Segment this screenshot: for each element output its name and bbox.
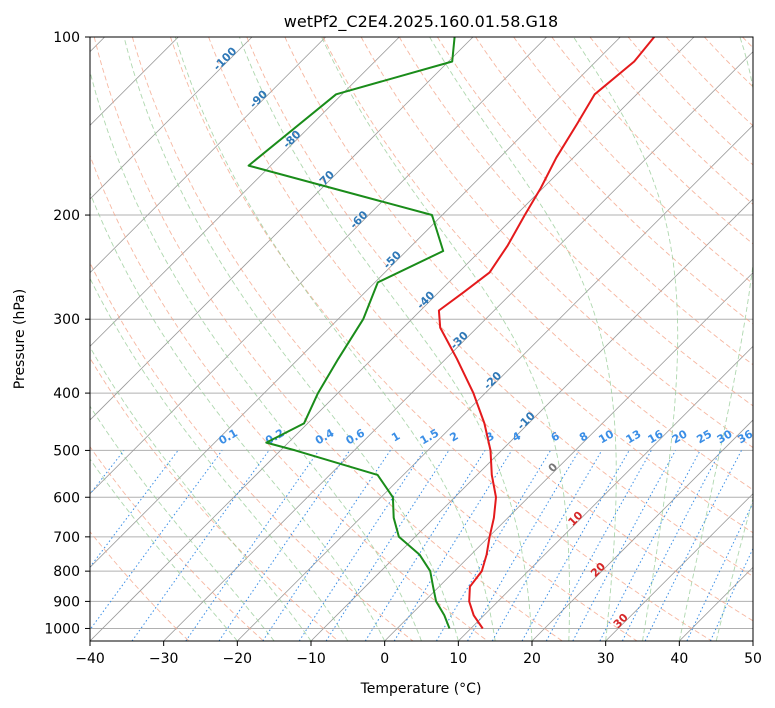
y-tick-label: 300	[53, 312, 80, 328]
moist-adiabat-line	[429, 37, 617, 641]
isotherm-line	[237, 124, 753, 641]
y-tick-label: 100	[53, 30, 80, 46]
isotherm-line	[90, 37, 474, 421]
background-lines	[90, 37, 753, 641]
y-tick-label: 1000	[44, 621, 80, 637]
x-tick-label: −20	[223, 651, 253, 667]
dry-adiabat-line	[93, 37, 563, 641]
y-tick-label: 200	[53, 208, 80, 224]
x-tick-label: 50	[744, 651, 762, 667]
mixing-ratio-line	[90, 450, 223, 631]
isotherm-line	[458, 345, 753, 641]
x-tick-label: 30	[597, 651, 615, 667]
y-tick-label: 500	[53, 443, 80, 459]
mixing-ratio-line	[621, 450, 722, 641]
dry-adiabat-line	[322, 37, 753, 491]
moist-adiabat-line	[90, 458, 238, 641]
mixing-ratio-line	[90, 450, 179, 568]
moist-adiabat-line	[174, 37, 496, 641]
dry-adiabat-line	[513, 37, 753, 285]
y-tick-label: 700	[53, 530, 80, 546]
mixing-ratio-line	[262, 450, 391, 641]
moist-adiabat-line	[678, 37, 753, 641]
dry-adiabat-line	[90, 261, 414, 641]
x-axis: −40 −30 −20 −10 0 10 20 30 40 50	[75, 641, 762, 667]
moist-adiabat-line	[90, 69, 422, 641]
y-axis: 100 200 300 400 500 600 700 800 900 1000	[44, 30, 90, 637]
moist-adiabat-line	[238, 37, 533, 641]
dry-adiabat-line	[90, 154, 488, 641]
dry-adiabat-line	[208, 37, 753, 622]
mixing-ratio-line	[393, 450, 513, 641]
dry-adiabat-line	[131, 37, 638, 641]
y-tick-label: 800	[53, 564, 80, 580]
plot-frame	[89, 36, 754, 642]
mixing-ratio-line	[325, 450, 450, 641]
moist-adiabat-line	[90, 191, 386, 641]
chart-title: wetPf2_C2E4.2025.160.01.58.G18	[284, 12, 558, 32]
moist-adiabat-line	[715, 497, 753, 641]
mixing-ratio-line	[644, 450, 742, 641]
moist-adiabat-line	[573, 37, 679, 641]
isotherm-line	[90, 37, 621, 568]
dewpoint-profile-line	[247, 37, 456, 629]
isotherm-line	[90, 37, 326, 274]
x-tick-label: −10	[296, 651, 326, 667]
x-tick-label: 10	[449, 651, 467, 667]
x-tick-label: −40	[75, 651, 105, 667]
isotherm-line	[163, 51, 753, 641]
y-axis-title: Pressure (hPa)	[12, 289, 28, 389]
dry-adiabat-line	[551, 37, 753, 245]
isotherm-line	[605, 493, 753, 641]
isotherm-line	[90, 37, 253, 200]
temperature-profile-line	[437, 37, 655, 630]
moist-adiabat-line	[90, 346, 312, 641]
mixing-ratio-line	[521, 450, 630, 641]
x-tick-label: −30	[149, 651, 179, 667]
y-tick-label: 900	[53, 594, 80, 610]
moist-adiabat-line	[90, 405, 275, 641]
x-tick-label: 20	[523, 651, 541, 667]
dry-adiabat-line	[627, 37, 753, 166]
mixing-ratio-line	[131, 450, 270, 641]
y-tick-label: 600	[53, 490, 80, 506]
mixing-ratio-line	[298, 450, 425, 641]
dry-adiabat-line	[170, 37, 712, 641]
x-tick-label: 40	[670, 651, 688, 667]
x-tick-label: 0	[380, 651, 389, 667]
dry-adiabat-line	[398, 37, 753, 407]
dry-adiabat-line	[246, 37, 753, 577]
isotherm-line	[384, 272, 753, 641]
isotherm-line	[90, 37, 547, 495]
mixing-ratio-label: 36	[735, 427, 755, 446]
mixing-ratio-line	[572, 450, 676, 641]
dry-adiabat-line	[90, 445, 264, 641]
dry-adiabat-line	[437, 37, 753, 366]
dry-adiabat-line	[284, 37, 753, 534]
mixing-ratio-line	[185, 450, 320, 641]
isotherm-line	[531, 419, 753, 641]
mixing-ratio-line	[545, 450, 652, 641]
x-axis-title: Temperature (°C)	[360, 681, 482, 697]
y-tick-label: 400	[53, 386, 80, 402]
isotherm-line	[90, 37, 400, 347]
profile-series	[247, 37, 655, 630]
dry-adiabat-line	[360, 37, 753, 449]
moist-adiabat-line	[90, 277, 349, 641]
mixing-ratio-line	[218, 450, 351, 641]
